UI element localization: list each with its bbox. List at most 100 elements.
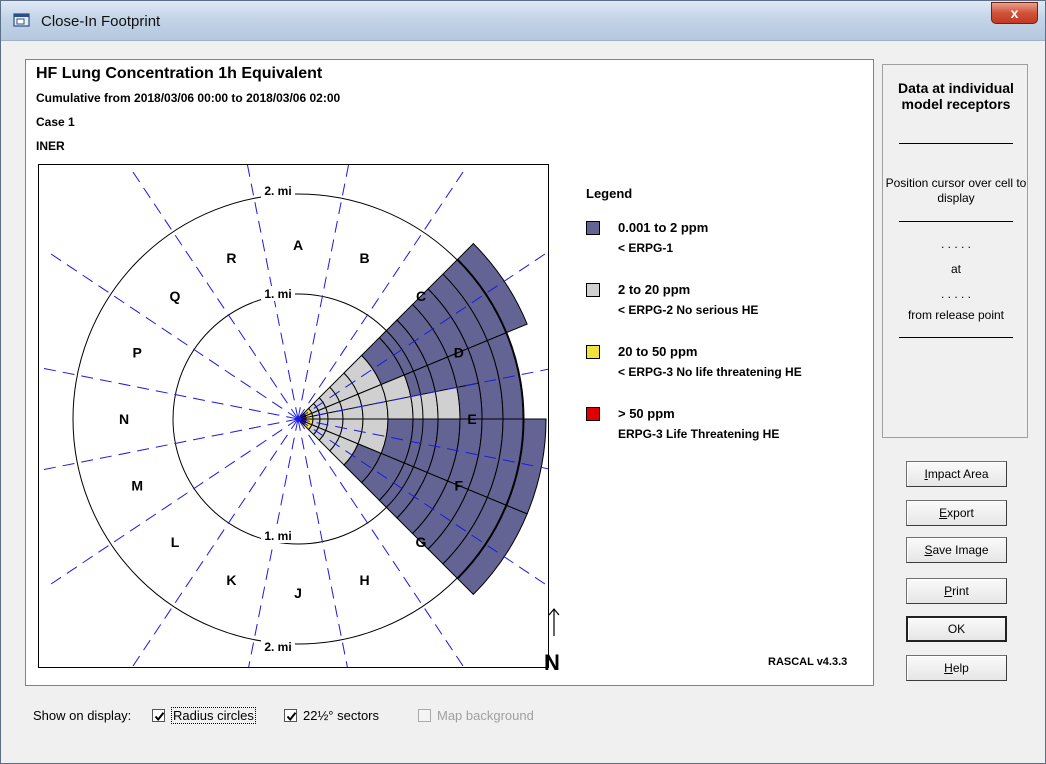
window-icon: [13, 13, 30, 27]
legend-note: ERPG-3 Life Threatening HE: [618, 427, 780, 441]
concentration-bins: [297, 242, 547, 596]
radius-circle-2mi: [72, 193, 524, 645]
ok-button[interactable]: OK: [906, 616, 1007, 642]
sector-label-r: R: [226, 250, 236, 266]
radius-circles-label[interactable]: Radius circles: [171, 707, 256, 724]
radius-circle-1mi: [172, 293, 424, 545]
sector-labels: A B C D E F G H J K L M N P Q R: [119, 237, 477, 601]
sector-boundary-line: [297, 418, 548, 587]
receptor-value: . . . . .: [940, 237, 971, 251]
sector-label-a: A: [293, 237, 303, 253]
receptor-data-panel: Data at individual model receptors Posit…: [882, 64, 1028, 438]
window-title: Close-In Footprint: [41, 13, 161, 30]
sector-label-h: H: [360, 572, 370, 588]
sector-label-d: D: [454, 344, 464, 360]
north-arrow-icon: [548, 608, 560, 636]
ring-label-inner-bottom: 1. mi: [264, 529, 291, 543]
plot-case: Case 1: [36, 115, 75, 129]
sector-label-g: G: [416, 534, 427, 550]
dialog-client-area: HF Lung Concentration 1h Equivalent Cumu…: [9, 41, 1039, 757]
sector-boundary-line: [39, 418, 299, 472]
receptor-location: . . . . .: [940, 287, 971, 301]
sector-boundary-line: [297, 418, 548, 470]
sector-label-k: K: [226, 572, 236, 588]
map-background-checkbox: [418, 709, 431, 722]
plot-site: INER: [36, 139, 65, 153]
checkmark-icon: [286, 712, 297, 722]
receptor-at-label: at: [950, 262, 961, 276]
legend-range: > 50 ppm: [618, 406, 675, 421]
legend-swatch: [586, 221, 600, 235]
sectors-checkbox[interactable]: [284, 709, 297, 722]
footprint-panel: HF Lung Concentration 1h Equivalent Cumu…: [25, 59, 874, 686]
close-icon: x: [1010, 5, 1019, 21]
sector-boundary-line: [131, 418, 299, 667]
sector-boundary-line: [248, 418, 299, 667]
sector-boundary-line: [297, 169, 466, 420]
ring-labels: 1. mi 1. mi 2. mi 2. mi: [261, 183, 295, 654]
sector-label-q: Q: [170, 288, 181, 304]
export-button[interactable]: Export: [906, 500, 1007, 526]
sector-boundary-line: [246, 165, 299, 420]
help-button[interactable]: Help: [906, 655, 1007, 681]
legend-range: 0.001 to 2 ppm: [618, 220, 709, 235]
sector-boundary-line: [297, 165, 350, 420]
sector-boundary-line: [297, 418, 348, 667]
legend-title: Legend: [586, 186, 633, 201]
sector-label-j: J: [294, 585, 302, 601]
sector-boundary-line: [48, 418, 299, 587]
print-button[interactable]: Print: [906, 578, 1007, 604]
sector-label-m: M: [131, 478, 143, 494]
sector-boundary-line: [130, 169, 299, 420]
legend-range: 2 to 20 ppm: [618, 282, 691, 297]
save-image-button[interactable]: Save Image: [906, 537, 1007, 563]
legend-swatch: [586, 283, 600, 297]
map-background-label: Map background: [437, 708, 534, 723]
show-on-display-label: Show on display:: [33, 708, 132, 723]
close-button[interactable]: x: [991, 2, 1038, 24]
polar-footprint-svg: A B C D E F G H J K L M N P Q R 1. mi 1. mi 2. mi 2. mi: [39, 165, 548, 667]
ring-label-outer-bottom: 2. mi: [264, 640, 291, 654]
sector-label-b: B: [360, 250, 370, 266]
sector-boundary-line: [39, 366, 299, 420]
legend-range: 20 to 50 ppm: [618, 344, 698, 359]
legend-note: < ERPG-2 No serious HE: [618, 303, 759, 317]
receptor-panel-title: Data at individual model receptors: [898, 80, 1014, 112]
legend-note: < ERPG-3 No life threatening HE: [618, 365, 802, 379]
legend-swatch: [586, 345, 600, 359]
checkmark-icon: [154, 712, 165, 722]
sectors-label[interactable]: 22½° sectors: [303, 708, 380, 723]
radius-circles-checkbox[interactable]: [152, 709, 165, 722]
divider: [899, 221, 1013, 222]
concentration-bin[interactable]: [457, 504, 528, 596]
sector-boundary-line: [48, 251, 299, 420]
concentration-bin[interactable]: [457, 242, 528, 334]
plot-subtitle: Cumulative from 2018/03/06 00:00 to 2018…: [36, 91, 341, 105]
sector-label-e: E: [467, 411, 476, 427]
polar-footprint-plot[interactable]: A B C D E F G H J K L M N P Q R 1. mi 1. mi 2. mi 2. mi: [38, 164, 549, 668]
sector-boundary-line: [297, 368, 548, 420]
north-label: N: [544, 650, 560, 675]
sector-label-f: F: [455, 478, 464, 494]
receptor-from-label: from release point: [907, 308, 1005, 322]
impact-area-button[interactable]: Impact Area: [906, 461, 1007, 487]
divider: [899, 337, 1013, 338]
legend-swatch: [586, 407, 600, 421]
title-bar[interactable]: Close-In Footprint x: [1, 1, 1045, 41]
version-label: RASCAL v4.3.3: [768, 656, 848, 668]
ring-label-inner-top: 1. mi: [264, 287, 291, 301]
sector-boundary-line: [297, 251, 548, 420]
receptor-hint: Position cursor over cell to display: [885, 176, 1027, 205]
sector-label-l: L: [171, 534, 180, 550]
sector-label-p: P: [133, 344, 142, 360]
radius-circles: [72, 193, 524, 645]
plot-title: HF Lung Concentration 1h Equivalent: [36, 65, 323, 82]
sector-label-c: C: [416, 288, 426, 304]
sector-boundary-line: [297, 418, 465, 667]
sector-lines: [39, 165, 548, 667]
divider: [899, 143, 1013, 144]
legend-note: < ERPG-1: [618, 241, 674, 255]
ring-label-outer-top: 2. mi: [264, 184, 291, 198]
sector-label-n: N: [119, 411, 129, 427]
